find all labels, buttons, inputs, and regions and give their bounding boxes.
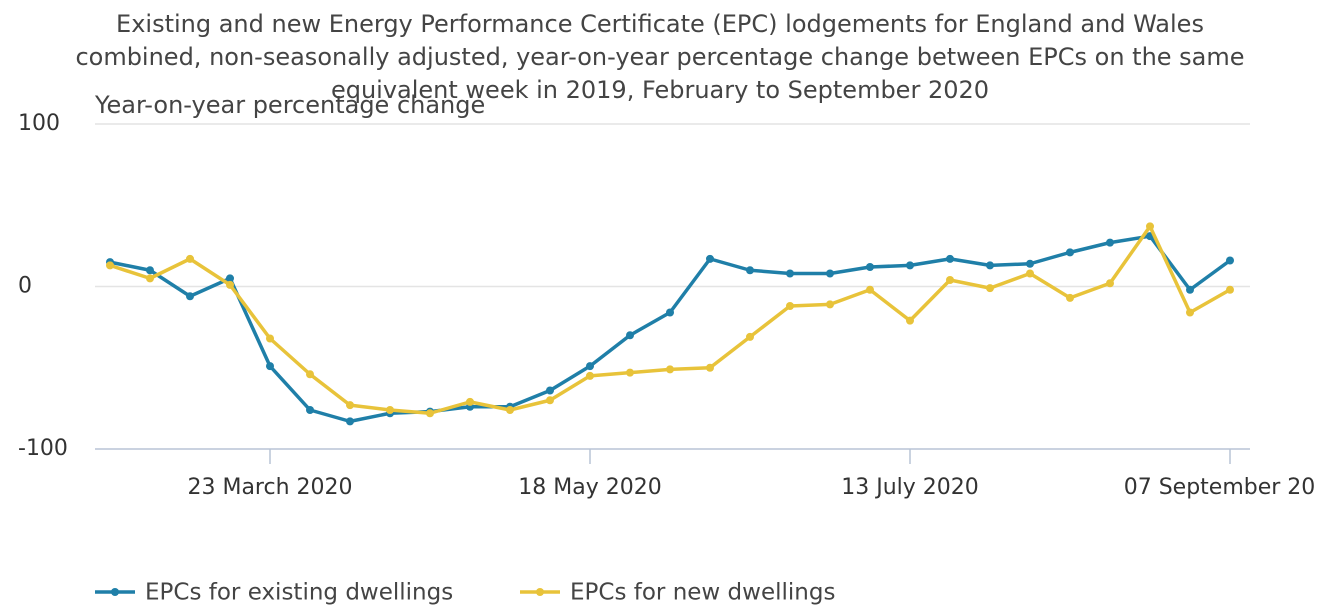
data-point <box>1146 222 1154 231</box>
data-point <box>106 261 114 270</box>
data-point <box>266 334 274 343</box>
data-point <box>146 266 154 275</box>
data-point <box>986 261 994 270</box>
data-point <box>746 266 754 275</box>
series-line <box>109 234 1232 424</box>
data-point <box>1106 279 1114 288</box>
data-point <box>506 406 514 414</box>
data-point <box>586 362 594 371</box>
data-point <box>946 276 954 284</box>
data-point <box>186 292 194 301</box>
data-point <box>1066 248 1074 257</box>
chart-title: Existing and new Energy Performance Cert… <box>75 10 1245 104</box>
data-point <box>866 285 874 294</box>
y-tick-label: -100 <box>18 436 68 461</box>
data-point <box>1226 256 1234 265</box>
data-point <box>906 261 914 270</box>
x-tick-label: 23 March 2020 <box>187 475 352 500</box>
data-point <box>1106 238 1114 247</box>
data-point <box>946 254 954 263</box>
data-point <box>786 269 794 278</box>
data-point <box>346 417 354 426</box>
data-point <box>826 300 834 309</box>
data-point <box>666 365 674 374</box>
data-point <box>626 368 634 377</box>
legend-swatch-dot <box>536 588 544 596</box>
data-point <box>306 406 314 414</box>
data-point <box>986 284 994 293</box>
y-axis-label: Year-on-year percentage change <box>94 91 485 119</box>
data-point <box>1066 293 1074 302</box>
data-point <box>546 396 554 405</box>
data-point <box>546 386 554 395</box>
x-tick-label: 18 May 2020 <box>518 475 661 500</box>
data-point <box>146 274 154 283</box>
data-point <box>266 362 274 371</box>
data-point <box>706 363 714 372</box>
data-point <box>226 274 234 283</box>
data-point <box>1026 259 1034 268</box>
data-point <box>626 331 634 340</box>
y-tick-label: 100 <box>18 111 60 136</box>
legend-swatch-dot <box>111 588 119 596</box>
data-point <box>346 401 354 410</box>
data-point <box>906 316 914 325</box>
data-point <box>1226 285 1234 294</box>
data-point <box>746 332 754 341</box>
data-point <box>186 254 194 263</box>
x-tick-label: 07 September 20... <box>1124 475 1317 500</box>
data-point <box>226 280 234 289</box>
data-point <box>386 406 394 414</box>
y-tick-label: 0 <box>18 274 32 299</box>
data-point <box>1026 269 1034 278</box>
data-point <box>466 397 474 406</box>
x-tick-label: 13 July 2020 <box>841 475 979 500</box>
data-point <box>786 302 794 310</box>
data-point <box>1186 285 1194 294</box>
data-point <box>426 409 434 418</box>
data-point <box>826 269 834 278</box>
legend-label: EPCs for existing dwellings <box>145 580 453 606</box>
data-point <box>706 254 714 263</box>
data-point <box>666 308 674 317</box>
data-point <box>1186 308 1194 317</box>
data-point <box>866 263 874 271</box>
legend-label: EPCs for new dwellings <box>570 580 835 606</box>
data-point <box>586 371 594 380</box>
data-point <box>306 370 314 379</box>
